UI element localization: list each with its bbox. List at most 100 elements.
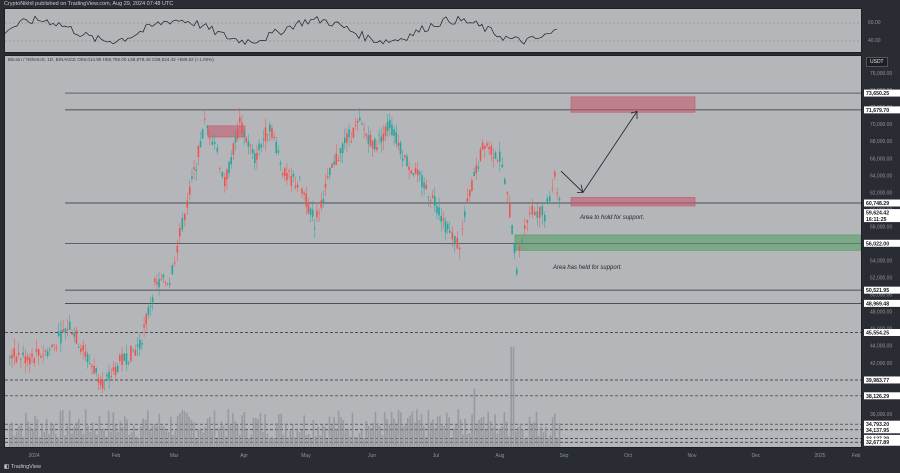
volume-bar bbox=[41, 424, 43, 447]
candle-body bbox=[91, 365, 93, 368]
volume-bar bbox=[266, 433, 269, 447]
price-tick-label: 70,000.00 bbox=[870, 122, 892, 128]
candle-body bbox=[17, 352, 20, 355]
main-chart-panel[interactable]: Area to hold for support. Area has held f… bbox=[4, 55, 862, 448]
candle-body bbox=[350, 141, 353, 142]
candle-body bbox=[141, 342, 143, 345]
time-axis[interactable]: 2024 Feb Mar Apr May Jun Jul Aug Sep Oct Nov Dec 202… bbox=[4, 448, 862, 460]
volume-bar bbox=[439, 415, 441, 447]
candle-body bbox=[119, 355, 121, 361]
volume-bar bbox=[291, 424, 294, 447]
level-price-label: 38,126.29 bbox=[866, 394, 889, 400]
volume-bar bbox=[66, 425, 69, 447]
volume-bar bbox=[75, 422, 78, 447]
candle-body bbox=[354, 124, 357, 126]
candle-body bbox=[247, 141, 250, 147]
candle-body bbox=[526, 219, 529, 223]
volume-bar bbox=[34, 415, 36, 447]
candle-body bbox=[31, 353, 33, 358]
volume-bar bbox=[216, 438, 218, 447]
volume-bar bbox=[264, 414, 266, 447]
volume-bar bbox=[367, 425, 370, 447]
volume-bar bbox=[326, 438, 328, 447]
volume-bar bbox=[393, 418, 395, 447]
time-tick-label: Jul bbox=[433, 453, 439, 459]
time-tick-label: 2025 bbox=[814, 453, 825, 459]
volume-bar bbox=[9, 424, 11, 447]
volume-bar bbox=[554, 413, 556, 447]
candle-body bbox=[414, 168, 417, 174]
volume-bar bbox=[287, 437, 289, 447]
candle-body bbox=[254, 153, 256, 164]
candle-body bbox=[531, 205, 534, 215]
volume-bar bbox=[365, 420, 368, 447]
volume-bar bbox=[478, 419, 480, 447]
candle-body bbox=[108, 371, 110, 380]
volume-bar bbox=[209, 416, 211, 447]
candle-body bbox=[60, 330, 62, 344]
candle-body bbox=[143, 324, 145, 328]
candle-body bbox=[15, 357, 18, 363]
candle-body bbox=[469, 190, 471, 197]
candle-body bbox=[456, 237, 459, 249]
currency-button[interactable]: USDT bbox=[866, 57, 888, 67]
rsi-panel[interactable] bbox=[4, 8, 862, 53]
volume-bar bbox=[13, 435, 16, 447]
candle-body bbox=[281, 173, 284, 176]
candle-body bbox=[299, 176, 301, 178]
candle-body bbox=[154, 278, 156, 283]
volume-bar bbox=[137, 437, 140, 447]
rsi-line bbox=[4, 15, 558, 45]
candle-body bbox=[20, 358, 22, 360]
volume-bar bbox=[294, 437, 296, 447]
volume-bar bbox=[245, 431, 248, 447]
volume-bar bbox=[167, 431, 170, 447]
candle-body bbox=[147, 307, 150, 315]
volume-bar bbox=[356, 436, 358, 447]
volume-bar bbox=[174, 430, 177, 447]
candle-body bbox=[406, 156, 408, 167]
candle-body bbox=[176, 245, 179, 253]
volume-bar bbox=[471, 414, 473, 447]
price-axis[interactable]: 34,000.0036,000.0038,000.0040,000.0042,0… bbox=[862, 55, 900, 448]
candle-body bbox=[251, 148, 254, 154]
volume-bar bbox=[259, 412, 262, 447]
candle-body bbox=[331, 163, 333, 168]
candle-body bbox=[544, 214, 546, 222]
candle-body bbox=[481, 142, 484, 150]
candle-body bbox=[549, 196, 551, 202]
level-price-box bbox=[864, 239, 900, 247]
candle-body bbox=[234, 136, 237, 143]
volume-bar bbox=[409, 415, 411, 447]
candle-body bbox=[104, 380, 106, 382]
candle-body bbox=[419, 172, 421, 175]
candle-body bbox=[95, 367, 98, 373]
volume-bar bbox=[558, 422, 561, 447]
candle-body bbox=[69, 321, 71, 330]
price-chart: Area to hold for support. Area has held f… bbox=[5, 92, 862, 447]
candle-body bbox=[459, 247, 461, 250]
volume-bar bbox=[257, 419, 259, 447]
volume-bar bbox=[533, 422, 535, 447]
candle-body bbox=[26, 356, 29, 361]
candle-body bbox=[258, 143, 260, 151]
candle-body bbox=[429, 200, 432, 202]
volume-bar bbox=[487, 411, 489, 447]
volume-bar bbox=[379, 426, 381, 447]
level-price-label: 60,748.29 bbox=[866, 201, 889, 207]
rsi-tick-label: 60.00 bbox=[868, 20, 881, 26]
price-tick-label: 58,000.00 bbox=[870, 224, 892, 230]
volume-bar bbox=[126, 419, 128, 447]
level-price-box bbox=[864, 286, 900, 294]
candle-body bbox=[273, 136, 275, 139]
candle-body bbox=[524, 225, 526, 229]
price-tick-label: 62,000.00 bbox=[870, 190, 892, 196]
volume-bar bbox=[524, 438, 526, 447]
volume-bar bbox=[402, 426, 404, 447]
volume-bar bbox=[374, 411, 377, 447]
candle-body bbox=[339, 147, 342, 154]
volume-bar bbox=[144, 419, 147, 447]
candle-body bbox=[221, 171, 224, 177]
candle-body bbox=[189, 186, 191, 195]
volume-bar bbox=[87, 425, 89, 447]
